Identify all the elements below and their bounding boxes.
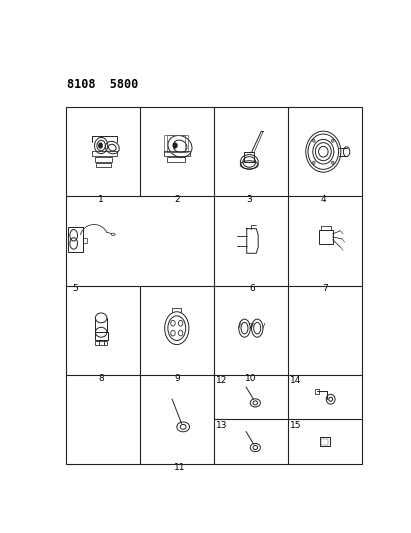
Bar bbox=[96, 163, 111, 167]
Bar bbox=[95, 157, 112, 162]
Bar bbox=[95, 332, 108, 340]
Text: 5: 5 bbox=[72, 284, 78, 293]
Text: 2: 2 bbox=[174, 195, 180, 204]
Ellipse shape bbox=[313, 139, 315, 142]
Bar bbox=[164, 151, 189, 156]
Text: 1: 1 bbox=[98, 195, 104, 204]
Text: 8108  5800: 8108 5800 bbox=[67, 78, 139, 91]
Text: 3: 3 bbox=[246, 195, 252, 204]
Bar bbox=[320, 437, 330, 446]
Text: 10: 10 bbox=[245, 374, 256, 383]
Ellipse shape bbox=[332, 139, 334, 142]
Bar bbox=[167, 135, 188, 152]
Text: 13: 13 bbox=[216, 421, 227, 430]
Ellipse shape bbox=[98, 143, 103, 148]
Text: 15: 15 bbox=[289, 421, 301, 430]
Ellipse shape bbox=[313, 161, 315, 164]
Bar bbox=[95, 341, 107, 345]
Text: 12: 12 bbox=[216, 376, 227, 385]
Text: 4: 4 bbox=[321, 195, 326, 204]
Bar bbox=[68, 228, 83, 252]
Text: 9: 9 bbox=[174, 374, 180, 383]
Text: 11: 11 bbox=[174, 463, 186, 472]
Text: 6: 6 bbox=[249, 284, 255, 293]
Text: 14: 14 bbox=[289, 376, 301, 385]
Text: 8: 8 bbox=[98, 374, 104, 383]
Text: 7: 7 bbox=[322, 284, 328, 293]
Bar bbox=[167, 157, 185, 162]
Bar bbox=[319, 230, 332, 244]
Ellipse shape bbox=[332, 161, 334, 164]
Bar bbox=[164, 135, 185, 152]
Bar bbox=[321, 439, 328, 445]
Bar bbox=[66, 107, 362, 464]
Bar bbox=[315, 389, 319, 394]
Bar bbox=[244, 152, 254, 162]
Bar bbox=[83, 238, 87, 244]
Ellipse shape bbox=[173, 143, 178, 148]
Bar bbox=[92, 151, 117, 156]
